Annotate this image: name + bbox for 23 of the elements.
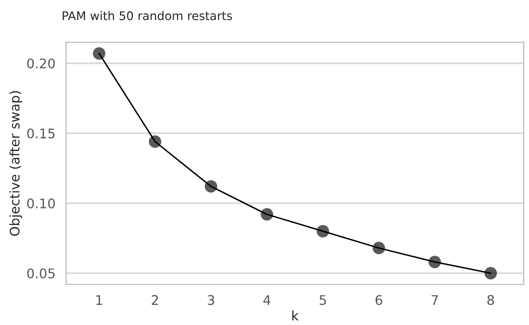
y-axis-title: Objective (after swap) [9,91,22,236]
y-tick-label: 0.05 [27,268,55,278]
point [204,180,218,193]
point [484,266,497,280]
x-tick-label: 7 [432,295,438,305]
point [92,47,106,60]
x-tick-label: 5 [320,295,326,306]
x-tick-label: 8 [487,295,494,306]
x-tick-label: 2 [152,295,158,305]
x-tick-label: 6 [376,295,382,306]
x-tick-label: 1 [96,295,102,305]
x-tick-label: 4 [263,295,270,305]
point [372,242,386,254]
y-tick-label: 0.10 [27,198,55,208]
point [428,256,441,268]
y-tick-label: 0.20 [27,58,55,68]
point [316,224,330,238]
y-tick-label: 0.15 [27,128,55,138]
point [148,135,162,148]
chart-title: PAM with 50 random restarts [62,11,232,20]
x-tick-label: 3 [208,295,214,306]
point [260,208,274,221]
x-axis-title: k [292,310,299,320]
